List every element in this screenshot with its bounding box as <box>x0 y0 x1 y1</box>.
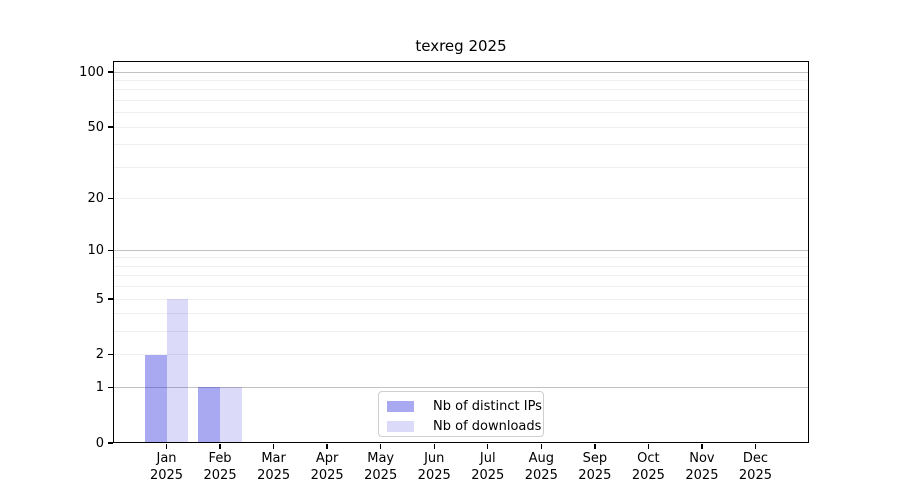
gridline-minor <box>113 257 809 259</box>
x-tick-year: 2025 <box>417 468 451 483</box>
y-tick-label: 0 <box>95 435 104 451</box>
x-tick-label: May 2025 <box>349 450 413 484</box>
y-tick-mark <box>108 71 113 73</box>
y-tick-label: 10 <box>87 242 104 258</box>
legend-label-downloads: Nb of downloads <box>433 418 542 434</box>
gridline-minor <box>113 166 809 168</box>
bar-distinct-ips <box>144 354 167 443</box>
x-tick-mark <box>540 444 542 449</box>
gridline-minor <box>113 197 809 199</box>
x-tick-year: 2025 <box>578 468 612 483</box>
y-tick-mark <box>108 298 113 300</box>
bar-distinct-ips <box>198 387 221 443</box>
gridline-minor <box>113 126 809 128</box>
x-tick-mark <box>219 444 221 449</box>
gridline-minor <box>113 286 809 288</box>
x-tick-label: Feb 2025 <box>188 450 252 484</box>
gridline-major <box>113 71 809 73</box>
x-tick-year: 2025 <box>203 468 237 483</box>
y-tick-label: 1 <box>95 379 104 395</box>
y-tick-label: 5 <box>95 291 104 307</box>
bar-downloads <box>166 299 189 443</box>
x-tick-label: Mar 2025 <box>242 450 306 484</box>
gridline-minor <box>113 80 809 81</box>
legend: Nb of distinct IPs Nb of downloads <box>378 391 544 437</box>
x-tick-mark <box>165 444 168 449</box>
legend-label-distinct-ips: Nb of distinct IPs <box>433 398 542 414</box>
x-tick-year: 2025 <box>471 468 505 483</box>
x-tick-mark <box>379 444 382 449</box>
gridline-minor <box>113 313 809 315</box>
gridline-major <box>113 386 809 388</box>
y-tick-label: 20 <box>87 190 104 206</box>
x-tick-label: Jun 2025 <box>402 450 466 484</box>
y-tick-label: 2 <box>95 347 104 363</box>
x-tick-year: 2025 <box>149 468 184 483</box>
x-tick-mark <box>433 444 435 449</box>
y-tick-mark <box>108 126 113 128</box>
gridline-minor <box>113 99 809 101</box>
gridline-minor <box>113 275 809 277</box>
legend-swatch-downloads-icon <box>387 420 414 432</box>
x-tick-mark <box>647 444 650 449</box>
x-tick-label: Apr 2025 <box>295 450 359 484</box>
y-tick-mark <box>108 354 113 356</box>
y-tick-mark <box>108 442 113 444</box>
x-tick-label: Oct 2025 <box>616 450 680 484</box>
gridline-major <box>113 249 809 251</box>
legend-swatch-distinct-ips-icon <box>387 400 414 412</box>
x-tick-label: Aug 2025 <box>509 450 573 484</box>
bar-downloads <box>220 387 242 443</box>
y-tick-mark <box>108 386 113 388</box>
x-tick-year: 2025 <box>631 468 665 483</box>
gridline-minor <box>113 89 809 91</box>
x-tick-year: 2025 <box>310 468 344 483</box>
chart-title: texreg 2025 <box>415 37 507 55</box>
x-tick-year: 2025 <box>524 468 558 483</box>
y-tick-label: 100 <box>79 64 104 80</box>
x-tick-mark <box>272 444 275 449</box>
gridline-minor <box>113 298 809 300</box>
x-tick-label: Dec 2025 <box>723 450 787 484</box>
gridline-minor <box>113 144 809 146</box>
x-tick-year: 2025 <box>685 468 719 483</box>
x-tick-label: Sep 2025 <box>563 450 627 484</box>
plot-area <box>113 61 809 443</box>
y-tick-label: 50 <box>87 119 104 135</box>
gridline-minor <box>113 265 809 267</box>
gridline-minor <box>113 354 809 356</box>
x-tick-mark <box>594 444 596 449</box>
gridline-minor <box>113 331 809 333</box>
x-tick-mark <box>754 444 757 449</box>
y-tick-mark <box>108 249 113 251</box>
x-tick-label: Jul 2025 <box>456 450 520 484</box>
x-tick-year: 2025 <box>257 468 291 483</box>
x-tick-label: Jan 2025 <box>135 450 199 484</box>
x-tick-year: 2025 <box>738 468 772 483</box>
legend-item-downloads: Nb of downloads <box>387 416 541 436</box>
x-tick-mark <box>701 444 703 449</box>
x-tick-year: 2025 <box>364 468 398 483</box>
legend-item-distinct-ips: Nb of distinct IPs <box>387 396 542 416</box>
x-tick-mark <box>487 444 489 449</box>
x-tick-mark <box>326 444 328 449</box>
y-tick-mark <box>108 197 113 200</box>
x-tick-label: Nov 2025 <box>670 450 734 484</box>
gridline-minor <box>113 112 809 114</box>
